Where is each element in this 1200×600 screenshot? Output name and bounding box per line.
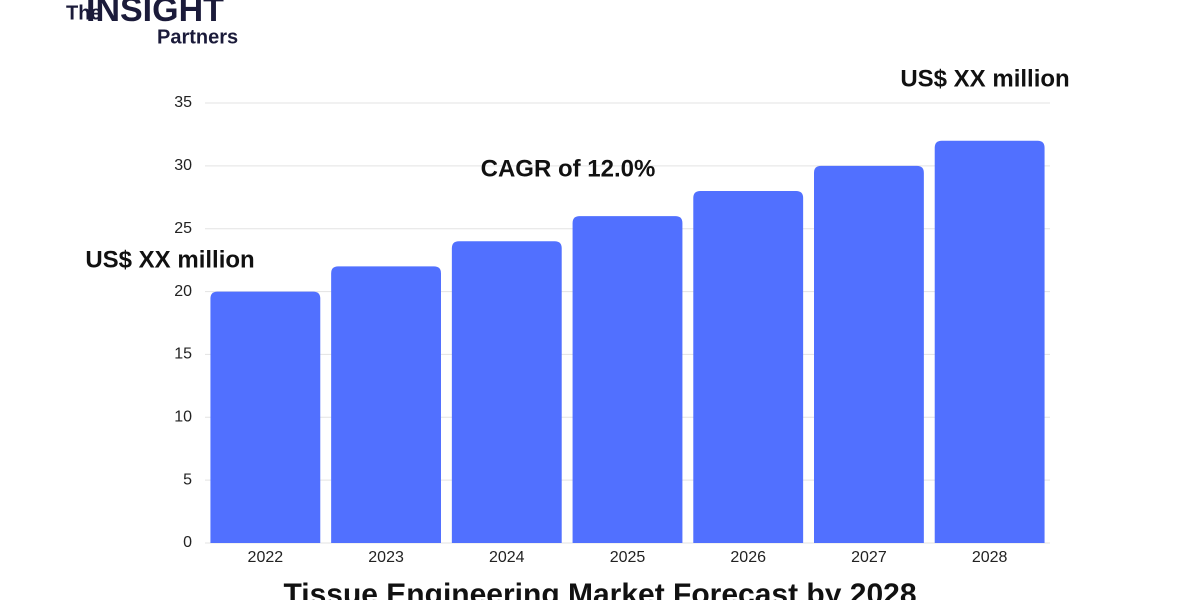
x-tick-label: 2024 [489,549,525,566]
bar [814,165,924,543]
logo-insight: INSIGHT [86,0,224,29]
y-tick-label: 0 [183,534,192,551]
x-tick-label: 2023 [368,549,404,566]
x-tick-label: 2022 [248,549,284,566]
x-tick-label: 2025 [610,549,646,566]
bar [934,140,1045,543]
x-tick-label: 2027 [851,549,887,566]
x-tick-label: 2026 [730,549,766,566]
y-tick-label: 15 [174,346,192,363]
y-tick-label: 5 [183,471,192,488]
logo: The INSIGHT Partners [66,0,238,48]
annotation: CAGR of 12.0% [481,155,656,182]
logo-the: The [66,2,102,24]
bar [572,216,683,543]
y-tick-label: 10 [174,409,192,426]
bar [210,291,321,543]
logo-partners: Partners [157,26,238,48]
bar [451,241,562,544]
annotation: US$ XX million [85,246,254,273]
annotation: US$ XX million [900,65,1069,92]
y-tick-label: 35 [174,94,192,111]
bar [331,266,441,543]
x-tick-label: 2028 [972,549,1008,566]
y-tick-label: 30 [174,157,192,174]
chart-title: Tissue Engineering Market Forecast by 20… [283,578,916,600]
y-tick-label: 25 [174,220,192,237]
bar [693,191,804,543]
y-tick-label: 20 [174,283,192,300]
